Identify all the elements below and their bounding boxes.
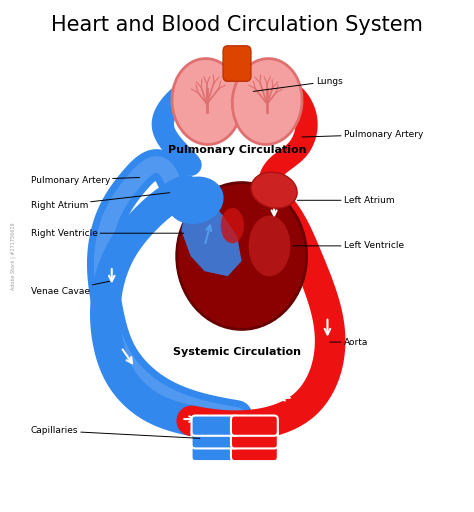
Text: Adobe Stock | #271756619: Adobe Stock | #271756619	[10, 222, 16, 290]
Ellipse shape	[177, 183, 307, 329]
Text: Left Atrium: Left Atrium	[297, 196, 394, 205]
Text: Pulmonary Artery: Pulmonary Artery	[30, 176, 139, 184]
FancyBboxPatch shape	[231, 416, 278, 436]
FancyBboxPatch shape	[231, 428, 278, 449]
FancyBboxPatch shape	[191, 441, 238, 461]
Ellipse shape	[248, 216, 291, 276]
Ellipse shape	[251, 172, 297, 208]
Text: Right Atrium: Right Atrium	[30, 193, 170, 210]
Text: Right Ventricle: Right Ventricle	[30, 229, 183, 238]
Text: Systemic Circulation: Systemic Circulation	[173, 347, 301, 357]
FancyBboxPatch shape	[191, 416, 238, 436]
FancyBboxPatch shape	[191, 428, 238, 449]
Text: Venae Cavae: Venae Cavae	[30, 281, 109, 296]
FancyBboxPatch shape	[223, 46, 251, 81]
Ellipse shape	[221, 208, 244, 243]
Text: Lungs: Lungs	[253, 77, 343, 92]
Polygon shape	[182, 190, 242, 276]
Text: Pulmonary Artery: Pulmonary Artery	[302, 130, 423, 139]
Text: Capillaries: Capillaries	[30, 426, 200, 438]
FancyBboxPatch shape	[231, 441, 278, 461]
Text: Heart and Blood Circulation System: Heart and Blood Circulation System	[51, 15, 423, 35]
Ellipse shape	[172, 58, 242, 144]
Ellipse shape	[232, 58, 302, 144]
Text: Pulmonary Circulation: Pulmonary Circulation	[168, 145, 306, 155]
Ellipse shape	[168, 177, 223, 223]
Text: Aorta: Aorta	[330, 337, 368, 347]
Text: Left Ventricle: Left Ventricle	[292, 241, 404, 250]
